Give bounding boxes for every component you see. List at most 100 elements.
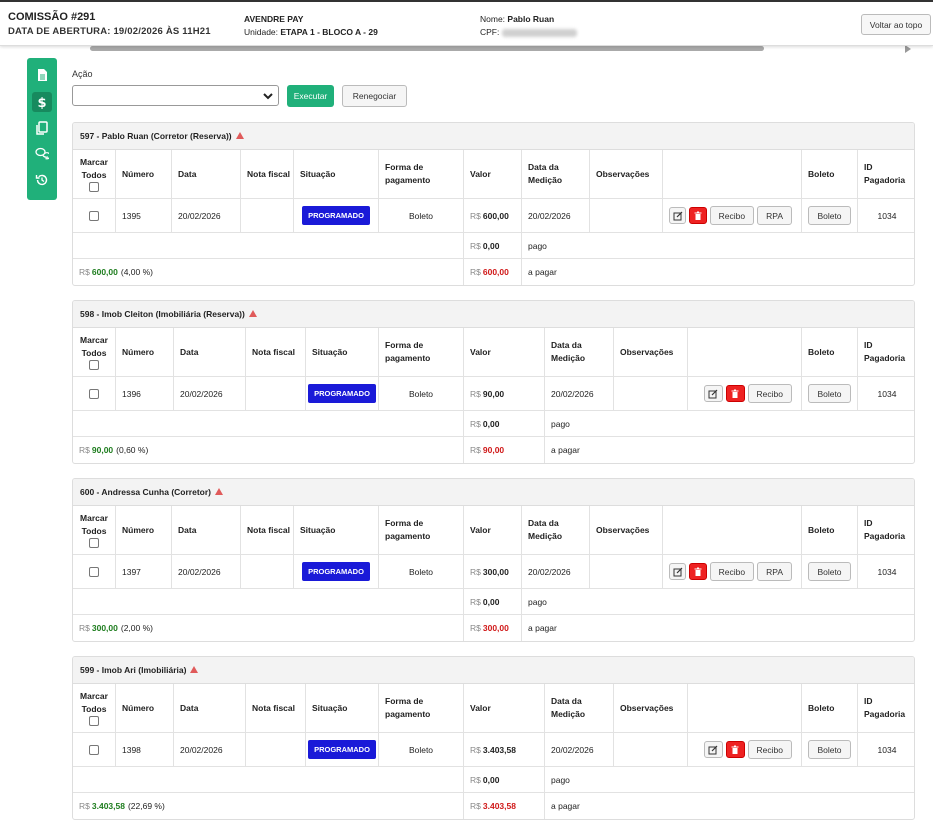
rpa-button[interactable]: RPA <box>757 562 792 581</box>
row-checkbox[interactable] <box>89 210 99 221</box>
col-observacoes: Observações <box>590 506 663 554</box>
horizontal-scrollbar[interactable] <box>80 45 933 53</box>
col-marcar-todos[interactable]: Marcar Todos <box>73 328 116 376</box>
paid-label-cell: pago <box>545 767 914 792</box>
back-to-top-button[interactable]: Voltar ao topo <box>861 14 931 35</box>
recibo-button[interactable]: Recibo <box>709 562 755 581</box>
edit-icon <box>708 745 718 754</box>
delete-button[interactable] <box>725 385 745 402</box>
col-marcar-todos-label: Marcar Todos <box>80 691 108 714</box>
col-situacao: Situação <box>306 328 379 376</box>
edit-button[interactable] <box>703 385 723 402</box>
select-all-checkbox[interactable] <box>89 716 99 726</box>
paid-value: 0,00 <box>482 596 500 607</box>
rpa-button[interactable]: RPA <box>757 206 792 225</box>
edit-button[interactable] <box>703 741 723 758</box>
scroll-right-icon[interactable] <box>905 45 911 53</box>
document-icon[interactable] <box>32 65 52 85</box>
paid-spacer <box>73 411 464 436</box>
forma-value: Boleto <box>408 210 434 221</box>
col-forma-pagamento-label: Forma de pagamento <box>385 696 431 719</box>
row-checkbox[interactable] <box>89 388 99 399</box>
scrollbar-thumb[interactable] <box>90 46 764 51</box>
to-pay-label-cell: a pagar <box>545 793 914 819</box>
paid-value: 0,00 <box>482 240 500 251</box>
table-row: 1396 20/02/2026 PROGRAMADO Boleto R$ 90,00 20/… <box>73 377 914 411</box>
col-valor: Valor <box>464 506 522 554</box>
edit-button[interactable] <box>669 207 687 224</box>
cell-data-medicao: 20/02/2026 <box>545 733 614 766</box>
cell-numero: 1397 <box>116 555 172 588</box>
select-all-checkbox[interactable] <box>89 182 99 192</box>
col-nota-fiscal-label: Nota fiscal <box>247 168 290 179</box>
col-marcar-todos[interactable]: Marcar Todos <box>73 684 116 732</box>
currency-label: R$ <box>470 801 481 811</box>
paid-spacer <box>73 589 464 614</box>
select-all-checkbox[interactable] <box>89 538 99 548</box>
col-data-medicao: Data da Medição <box>545 328 614 376</box>
card-header: 597 - Pablo Ruan (Corretor (Reserva)) <box>73 123 914 150</box>
data-value: 20/02/2026 <box>178 210 221 221</box>
paid-value-cell: R$ 0,00 <box>464 589 522 614</box>
paid-label: pago <box>551 774 570 785</box>
col-forma-pagamento-label: Forma de pagamento <box>385 518 431 541</box>
to-pay-label: a pagar <box>528 267 557 277</box>
chat-icon[interactable] <box>32 144 52 164</box>
select-all-checkbox[interactable] <box>89 360 99 370</box>
col-marcar-todos[interactable]: Marcar Todos <box>73 506 116 554</box>
currency-label: R$ <box>470 210 481 221</box>
history-icon[interactable] <box>32 170 52 190</box>
cpf-blurred <box>501 28 577 37</box>
table-row: 1398 20/02/2026 PROGRAMADO Boleto R$ 3.403,58… <box>73 733 914 767</box>
commission-card: 600 - Andressa Cunha (Corretor) Marcar To… <box>72 478 915 642</box>
row-checkbox[interactable] <box>89 744 99 755</box>
to-pay-label: a pagar <box>551 445 580 455</box>
row-checkbox[interactable] <box>89 566 99 577</box>
col-situacao-label: Situação <box>312 702 348 713</box>
cell-marcar-todos <box>73 377 116 410</box>
col-nota-fiscal-label: Nota fiscal <box>252 702 295 713</box>
col-numero-label: Número <box>122 524 155 535</box>
recibo-button[interactable]: Recibo <box>709 206 755 225</box>
action-select[interactable] <box>72 85 279 106</box>
dollar-icon[interactable]: $ <box>32 92 52 112</box>
boleto-button[interactable]: Boleto <box>808 740 851 759</box>
paid-label: pago <box>528 596 547 607</box>
col-data-medicao: Data da Medição <box>522 506 590 554</box>
numero-value: 1396 <box>122 388 141 399</box>
copy-icon[interactable] <box>32 118 52 138</box>
col-data-medicao-label: Data da Medição <box>528 162 563 185</box>
cell-situacao: PROGRAMADO <box>306 377 379 410</box>
recibo-button[interactable]: Recibo <box>747 740 792 759</box>
col-nota-fiscal: Nota fiscal <box>241 150 294 198</box>
name-label: Nome: <box>480 14 508 24</box>
renegotiate-button[interactable]: Renegociar <box>342 85 407 107</box>
col-marcar-todos[interactable]: Marcar Todos <box>73 150 116 198</box>
total-percent: (22,69 %) <box>127 801 165 811</box>
edit-button[interactable] <box>669 563 687 580</box>
edit-icon <box>673 567 683 576</box>
col-numero: Número <box>116 684 174 732</box>
status-badge: PROGRAMADO <box>308 740 376 759</box>
col-id-pagadoria: ID Pagadoria <box>858 150 914 198</box>
delete-button[interactable] <box>689 207 707 224</box>
cell-nota-fiscal <box>241 199 294 232</box>
cell-valor: R$ 600,00 <box>464 199 522 232</box>
col-nota-fiscal: Nota fiscal <box>246 328 306 376</box>
commission-card: 599 - Imob Ari (Imobiliária) Marcar Todos… <box>72 656 915 820</box>
boleto-button[interactable]: Boleto <box>808 384 851 403</box>
recibo-button[interactable]: Recibo <box>747 384 792 403</box>
status-badge: PROGRAMADO <box>302 562 370 581</box>
paid-value-cell: R$ 0,00 <box>464 233 522 258</box>
paid-spacer <box>73 233 464 258</box>
cell-data-medicao: 20/02/2026 <box>545 377 614 410</box>
delete-button[interactable] <box>725 741 745 758</box>
data-medicao-value: 20/02/2026 <box>528 210 571 221</box>
col-marcar-todos-label: Marcar Todos <box>80 157 108 180</box>
boleto-button[interactable]: Boleto <box>808 562 851 581</box>
execute-button[interactable]: Executar <box>287 85 334 107</box>
boleto-button[interactable]: Boleto <box>808 206 851 225</box>
delete-button[interactable] <box>689 563 707 580</box>
cell-id-pagadoria: 1034 <box>858 377 914 410</box>
data-medicao-value: 20/02/2026 <box>528 566 571 577</box>
